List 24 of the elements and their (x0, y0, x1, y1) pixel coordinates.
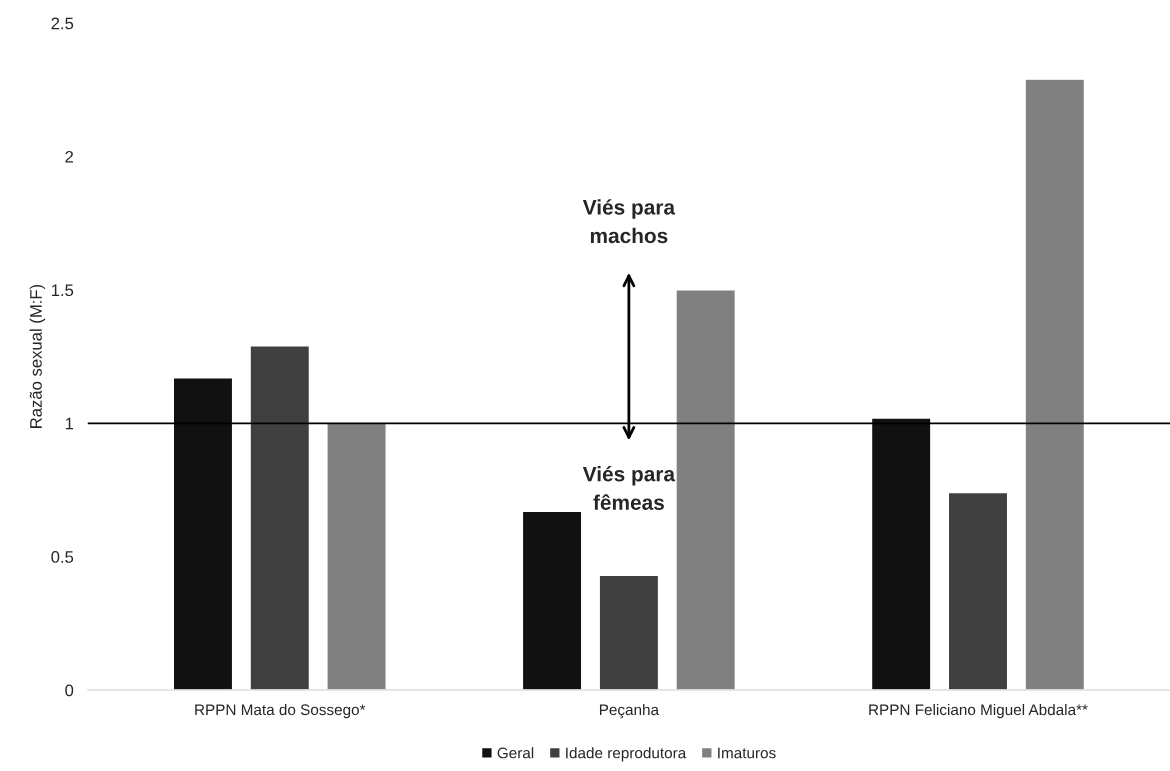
y-tick-label: 0.5 (51, 551, 74, 563)
annotation: Viés para fêmeas (582, 465, 676, 510)
x-tick-label: RPPN Mata do Sossego* (195, 703, 366, 719)
x-tick-label: RPPN Feliciano Miguel Abdala** (869, 703, 1088, 719)
bar (521, 510, 583, 691)
legend-label: Idade reprodutora (566, 747, 687, 762)
bar (675, 289, 737, 691)
bar (326, 422, 387, 691)
bar (1024, 78, 1086, 691)
bar (172, 377, 234, 691)
annotation: Viés para machos (582, 199, 676, 244)
y-tick-label: 0 (65, 684, 74, 697)
bar (947, 491, 1009, 691)
y-tick-label: 2.5 (51, 17, 74, 30)
legend-label: Geral (497, 747, 534, 759)
y-axis-title: Razão sexual (M:F) (29, 284, 46, 428)
y-tick-label: 2 (65, 150, 74, 163)
legend-label: Imaturos (718, 747, 776, 759)
bar (870, 417, 932, 691)
y-tick-label: 1.5 (51, 284, 74, 297)
bar (598, 574, 660, 691)
x-tick-label: Peçanha (599, 703, 660, 719)
bar (249, 345, 311, 691)
y-tick-label: 1 (65, 417, 74, 430)
